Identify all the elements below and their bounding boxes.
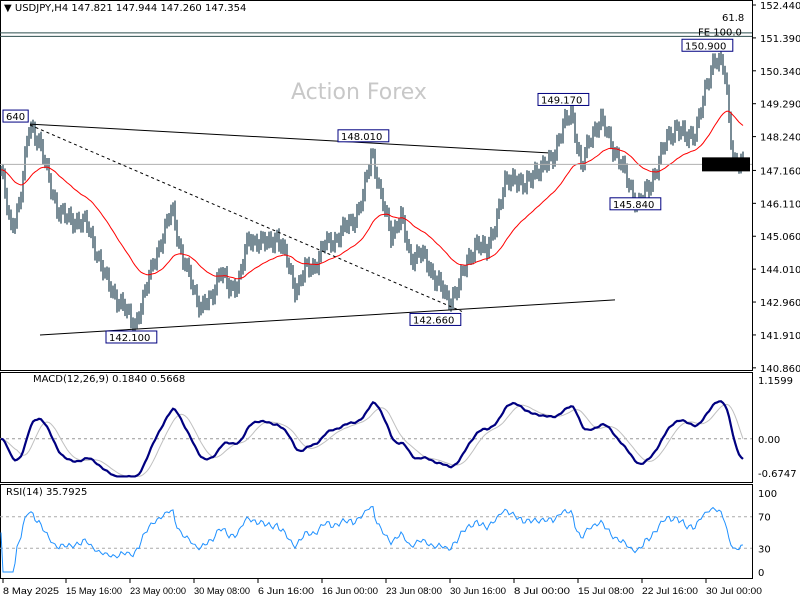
rsi-label: RSI(14) 35.7925 (6, 487, 88, 498)
symbol-label: USDJPY,H4 (14, 3, 69, 14)
price-annotation-box (2, 109, 29, 123)
price-tick-label: 146.110 (760, 199, 800, 210)
rsi-line (0, 506, 744, 573)
time-tick-label: 8 Jul 00:00 (514, 586, 570, 596)
rsi-tick-label: 30 (758, 544, 771, 555)
price-annotation-label: 148.010 (341, 132, 382, 143)
price-annotation-label: 149.170 (541, 95, 582, 106)
trendline (29, 124, 463, 312)
time-tick-label: 23 May 00:00 (130, 586, 186, 596)
main-panel (0, 0, 753, 371)
macd-tick-label: 1.1599 (758, 376, 793, 387)
rsi-tick-label: 0 (758, 568, 764, 579)
time-tick-label: 30 Jul 00:00 (706, 586, 762, 596)
time-tick-label: 30 May 08:00 (194, 586, 250, 596)
price-annotation-label: 142.660 (413, 315, 454, 326)
moving-average-line (0, 110, 744, 280)
rsi-tick-label: 70 (758, 513, 771, 524)
price-annotation-box (409, 312, 462, 326)
macd-label: MACD(12,26,9) 0.1840 0.5668 (33, 374, 186, 385)
price-annotation-label: 640 (6, 112, 25, 123)
fib-level-label: FE 100.0 (698, 27, 742, 38)
rsi-tick-label: 100 (758, 489, 777, 500)
price-tick-label: 142.960 (760, 298, 800, 309)
price-tick-label: 148.240 (760, 133, 800, 144)
time-tick-label: 8 May 2025 (3, 586, 59, 596)
dropdown-triangle-icon[interactable]: ▼ (4, 3, 12, 14)
price-tick-label: 151.390 (760, 34, 800, 45)
rsi-panel (0, 484, 753, 579)
price-tick-label: 145.060 (760, 232, 800, 243)
time-tick-label: 23 Jun 08:00 (386, 586, 442, 596)
watermark: Action Forex (291, 80, 427, 105)
price-annotation-box (681, 38, 734, 52)
trendline (39, 299, 616, 336)
symbol-header: ▼ USDJPY,H4 147.821 147.944 147.260 147.… (4, 3, 246, 14)
price-annotation-label: 145.840 (613, 200, 654, 211)
fib-level-label: 61.8 (722, 13, 744, 24)
price-tick-label: 140.860 (760, 364, 800, 375)
price-annotation-box (537, 92, 590, 106)
price-annotation-box (105, 330, 158, 344)
macd-tick-label: 0.00 (758, 435, 780, 446)
macd-panel (0, 372, 753, 483)
price-tick-label: 152.440 (760, 1, 800, 12)
time-tick-label: 22 Jul 16:00 (642, 586, 698, 596)
price-annotation-box (609, 197, 662, 211)
current-price-label: 147.354 (705, 160, 746, 171)
price-annotation-label: 142.100 (109, 333, 150, 344)
trendline (29, 123, 549, 154)
time-tick-label: 15 May 16:00 (66, 586, 122, 596)
time-tick-label: 30 Jun 16:00 (450, 586, 506, 596)
price-annotation-label: 150.900 (685, 41, 726, 52)
price-tick-label: 141.910 (760, 331, 800, 342)
time-tick-label: 16 Jun 00:00 (322, 586, 378, 596)
price-annotation-box (337, 129, 390, 143)
ohlc-values: 147.821 147.944 147.260 147.354 (71, 3, 247, 14)
price-tick-label: 150.340 (760, 67, 800, 78)
price-tick-label: 144.010 (760, 265, 800, 276)
time-tick-label: 15 Jul 08:00 (578, 586, 634, 596)
price-tick-label: 147.160 (760, 166, 800, 177)
macd-main-line (0, 400, 744, 478)
current-price-badge (702, 157, 750, 172)
macd-tick-label: -0.6747 (758, 469, 797, 480)
time-tick-label: 6 Jun 16:00 (258, 586, 314, 596)
macd-signal-line (0, 403, 744, 477)
price-tick-label: 149.290 (760, 100, 800, 111)
